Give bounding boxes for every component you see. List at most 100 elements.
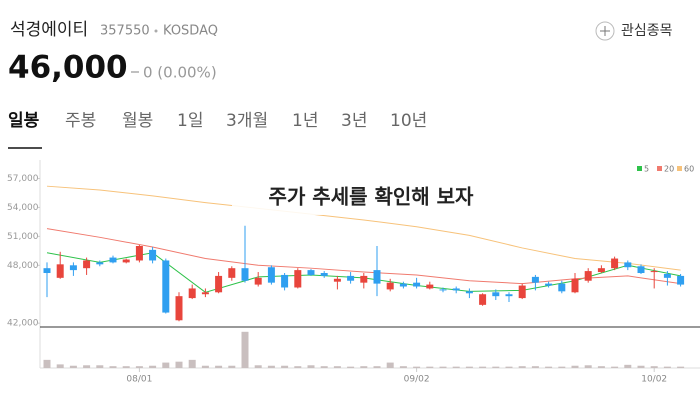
- candle-body: [492, 292, 500, 297]
- volume-bar: [426, 366, 434, 368]
- volume-bar: [320, 366, 328, 368]
- candle-body: [545, 283, 553, 286]
- volume-bar: [452, 366, 460, 368]
- watch-button[interactable]: 관심종목: [595, 21, 673, 41]
- market: KOSDAQ: [163, 24, 218, 39]
- x-tick-label: 08/01: [126, 375, 152, 385]
- candle-body: [518, 285, 526, 299]
- tab[interactable]: 3개월: [226, 111, 268, 131]
- candle-body: [109, 257, 117, 263]
- candle-body: [452, 288, 460, 291]
- candle-body: [465, 291, 473, 294]
- candle-body: [267, 267, 275, 283]
- volume-bar: [228, 365, 236, 368]
- candle-body: [96, 262, 104, 265]
- candle-body: [162, 260, 170, 313]
- volume-bar: [149, 365, 157, 368]
- candle-body: [56, 264, 64, 278]
- volume-bar: [479, 366, 487, 368]
- tab[interactable]: 3년: [341, 111, 367, 131]
- volume-bar: [188, 359, 196, 368]
- volume-bar: [69, 365, 77, 368]
- candle-body: [426, 284, 434, 289]
- legend-swatch: [657, 166, 662, 171]
- plus-icon[interactable]: [600, 26, 610, 36]
- candle-body: [558, 283, 566, 292]
- candle-body: [43, 268, 51, 274]
- volume-bar: [439, 366, 447, 368]
- volume-bar: [492, 366, 500, 368]
- volume-bar: [650, 366, 658, 368]
- annotation: 주가 추세를 확인해 보자: [269, 185, 474, 209]
- candle-body: [611, 258, 619, 269]
- tab[interactable]: 일봉: [8, 111, 40, 131]
- candle-body: [69, 265, 77, 271]
- price: 46,000: [8, 50, 128, 86]
- annotation-box: [232, 181, 510, 215]
- candle-body: [531, 276, 539, 283]
- volume-bar: [531, 366, 539, 368]
- volume-bar: [135, 366, 143, 368]
- candle-body: [347, 275, 355, 281]
- volume-bar: [399, 366, 407, 368]
- candle-body: [584, 271, 592, 281]
- tab[interactable]: 10년: [390, 111, 427, 131]
- candle-body: [294, 270, 302, 288]
- candle-body: [201, 292, 209, 295]
- volume-bar: [584, 365, 592, 368]
- candle-body: [399, 283, 407, 287]
- candle-body: [320, 273, 328, 276]
- tab[interactable]: 주봉: [65, 111, 96, 131]
- candle-body: [122, 259, 130, 263]
- candle-body: [135, 246, 143, 261]
- volume-bar: [637, 365, 645, 368]
- volume-bar: [281, 365, 289, 368]
- candle-body: [228, 268, 236, 278]
- x-tick-label: 09/02: [404, 375, 430, 385]
- volume-bar: [571, 365, 579, 368]
- candle-body: [505, 294, 513, 297]
- volume-bar: [254, 365, 262, 368]
- volume-bar: [677, 366, 685, 368]
- y-tick-label: 51,000: [7, 232, 39, 242]
- price-change: 0 (0.00%): [143, 64, 217, 82]
- volume-bar: [307, 365, 315, 368]
- volume-bar: [360, 366, 368, 368]
- stock-name: 석경에이티: [10, 20, 88, 40]
- candle-body: [333, 278, 341, 282]
- candle-body: [479, 294, 487, 305]
- tab[interactable]: 월봉: [122, 111, 153, 131]
- volume-bar: [175, 361, 183, 368]
- volume-bar: [505, 366, 513, 368]
- candle-body: [175, 296, 183, 321]
- stock-code: 357550: [100, 24, 150, 39]
- volume-bar: [215, 365, 223, 368]
- volume-bar: [386, 362, 394, 368]
- volume-bar: [663, 366, 671, 368]
- candle-body: [373, 270, 381, 284]
- candle-body: [281, 274, 289, 288]
- candle-body: [307, 270, 315, 275]
- candle-body: [637, 266, 645, 274]
- watch-label[interactable]: 관심종목: [621, 23, 673, 39]
- volume-bar: [56, 364, 64, 368]
- tab[interactable]: 1년: [292, 111, 318, 131]
- candle-body: [215, 275, 223, 293]
- volume-bar: [162, 362, 170, 368]
- volume-bar: [201, 365, 209, 368]
- candle-body: [149, 249, 157, 261]
- plus-circle[interactable]: [595, 21, 615, 41]
- candle-body: [677, 275, 685, 285]
- candle-body: [254, 277, 262, 285]
- legend-label: 5: [644, 165, 649, 174]
- volume-bar: [109, 366, 117, 368]
- tab[interactable]: 1일: [177, 111, 203, 131]
- y-tick-label: 48,000: [7, 261, 39, 271]
- legend-label: 60: [684, 165, 694, 174]
- volume-bar: [545, 366, 553, 368]
- candle-body: [439, 289, 447, 291]
- volume-bar: [333, 366, 341, 368]
- volume-bar: [558, 366, 566, 368]
